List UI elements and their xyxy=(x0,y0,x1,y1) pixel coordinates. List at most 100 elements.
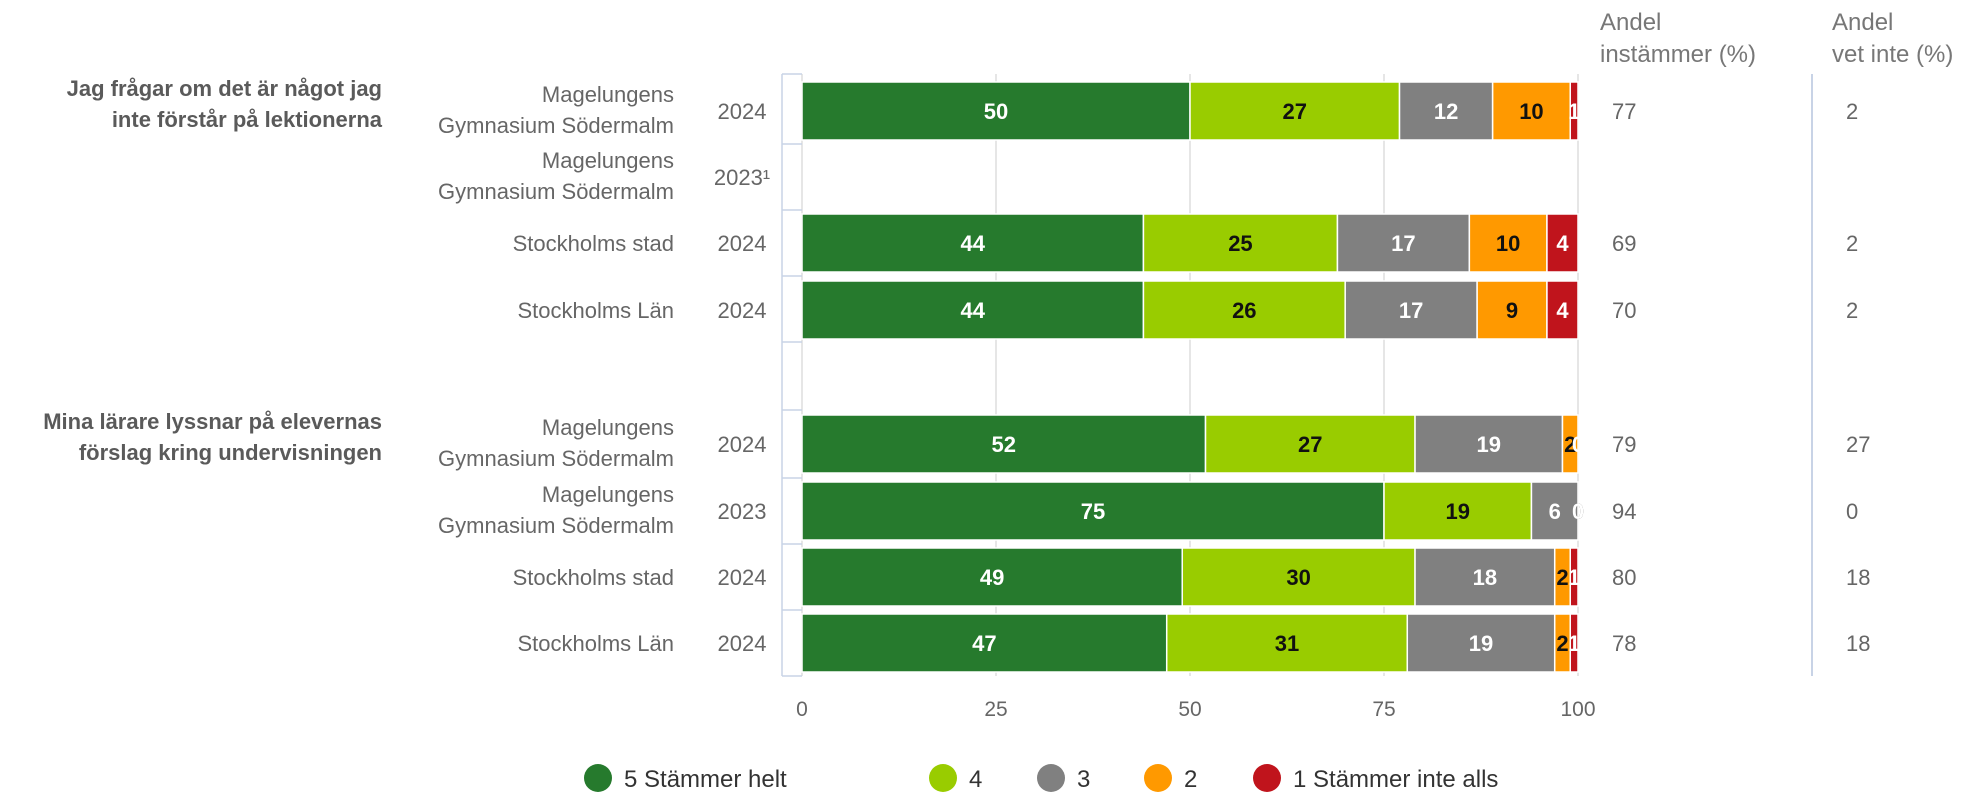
bar-segment xyxy=(801,414,1207,474)
data-label: 52 xyxy=(992,432,1016,457)
bar-segment xyxy=(1546,280,1579,340)
bar-segment xyxy=(1569,547,1579,607)
legend-item[interactable]: 1 Stämmer inte alls xyxy=(1253,764,1498,792)
legend-item[interactable]: 5 Stämmer helt xyxy=(584,764,787,792)
bar-segment xyxy=(801,613,1168,673)
legend-item[interactable]: 4 xyxy=(929,764,982,792)
data-label: 4 xyxy=(1556,231,1569,256)
entity-label: Stockholms stad xyxy=(513,565,674,590)
agree-header-line1: Andel xyxy=(1600,9,1661,36)
x-tick-label: 50 xyxy=(1178,698,1201,721)
question-label: inte förstår på lektionerna xyxy=(112,107,383,132)
data-label: 1 xyxy=(1568,99,1580,124)
bar-segment xyxy=(1398,81,1494,141)
legend[interactable]: 5 Stämmer helt 4 3 2 1 Stämmer inte alls xyxy=(584,764,1498,792)
data-label: 26 xyxy=(1232,298,1256,323)
unknown-header-line1: Andel xyxy=(1832,9,1893,36)
data-label: 44 xyxy=(960,298,985,323)
legend-swatch xyxy=(584,764,612,792)
data-label: 6 xyxy=(1549,499,1561,524)
data-label: 2 xyxy=(1556,565,1568,590)
agree-value: 69 xyxy=(1612,231,1636,256)
legend-item[interactable]: 2 xyxy=(1144,764,1197,792)
data-label: 49 xyxy=(980,565,1004,590)
entity-label: Magelungens xyxy=(542,415,674,440)
bar-segment xyxy=(1383,481,1533,541)
bar-segment xyxy=(1546,213,1579,273)
bar-segment xyxy=(801,547,1183,607)
legend-label: 2 xyxy=(1184,766,1197,792)
bar-segment xyxy=(1142,213,1339,273)
year-label: 2024 xyxy=(718,298,767,323)
data-label: 50 xyxy=(984,99,1008,124)
entity-label: Magelungens xyxy=(542,82,674,107)
data-label: 10 xyxy=(1496,231,1520,256)
bar-segment xyxy=(1530,481,1579,541)
legend-label: 5 Stämmer helt xyxy=(624,766,787,792)
unknown-value: 18 xyxy=(1846,565,1870,590)
agree-value: 80 xyxy=(1612,565,1636,590)
bar-segment xyxy=(1569,81,1579,141)
data-label: 17 xyxy=(1399,298,1423,323)
bar-segment xyxy=(1406,613,1556,673)
legend-swatch xyxy=(929,764,957,792)
entity-label: Magelungens xyxy=(542,482,674,507)
entity-label: Gymnasium Södermalm xyxy=(438,446,674,471)
entity-label: Gymnasium Södermalm xyxy=(438,113,674,138)
bar-segment xyxy=(801,81,1191,141)
x-tick-label: 25 xyxy=(984,698,1007,721)
agree-value: 77 xyxy=(1612,99,1636,124)
data-label: 25 xyxy=(1228,231,1252,256)
chart-rows: Jag frågar om det är något jag inte först… xyxy=(43,76,1870,673)
data-label: 30 xyxy=(1286,565,1310,590)
legend-swatch xyxy=(1253,764,1281,792)
bar-segment xyxy=(1414,414,1564,474)
year-label: 2023 xyxy=(718,499,767,524)
unknown-value: 0 xyxy=(1846,499,1858,524)
data-label: 27 xyxy=(1298,432,1322,457)
bar-segment xyxy=(1468,213,1548,273)
data-label: 17 xyxy=(1391,231,1415,256)
bar-segment xyxy=(1414,547,1556,607)
year-label: 2023¹ xyxy=(714,165,770,190)
question-label: förslag kring undervisningen xyxy=(79,440,382,465)
year-label: 2024 xyxy=(718,565,767,590)
unknown-value: 2 xyxy=(1846,231,1858,256)
year-label: 2024 xyxy=(718,99,767,124)
data-label: 19 xyxy=(1445,499,1469,524)
grid xyxy=(781,73,1813,677)
data-label: 44 xyxy=(960,231,985,256)
entity-label: Stockholms Län xyxy=(517,631,674,656)
agree-value: 78 xyxy=(1612,631,1636,656)
x-tick-label: 100 xyxy=(1560,698,1595,721)
bar-segment xyxy=(801,280,1145,340)
data-label: 18 xyxy=(1473,565,1497,590)
entity-label: Magelungens xyxy=(542,148,674,173)
unknown-value: 2 xyxy=(1846,298,1858,323)
data-label: 2 xyxy=(1556,631,1568,656)
year-label: 2024 xyxy=(718,432,767,457)
bar-segment xyxy=(801,213,1145,273)
data-label: 19 xyxy=(1469,631,1493,656)
entity-label: Gymnasium Södermalm xyxy=(438,513,674,538)
data-label: 2 xyxy=(1564,432,1576,457)
legend-label: 3 xyxy=(1077,766,1090,792)
entity-label: Stockholms Län xyxy=(517,298,674,323)
column-headers: Andel instämmer (%) Andel vet inte (%) xyxy=(1600,9,1953,68)
legend-label: 4 xyxy=(969,766,982,792)
data-label: 12 xyxy=(1434,99,1458,124)
bar-segment xyxy=(1189,81,1401,141)
unknown-value: 2 xyxy=(1846,99,1858,124)
x-tick-label: 75 xyxy=(1372,698,1395,721)
bar-segment xyxy=(1165,613,1409,673)
data-label: 9 xyxy=(1506,298,1518,323)
bar-segment xyxy=(1142,280,1346,340)
data-label: 10 xyxy=(1519,99,1543,124)
bar-segment xyxy=(1569,613,1579,673)
data-label: 75 xyxy=(1081,499,1105,524)
data-label: 19 xyxy=(1477,432,1501,457)
data-label: 31 xyxy=(1275,631,1299,656)
legend-swatch xyxy=(1144,764,1172,792)
bar-segment xyxy=(1561,414,1579,474)
legend-item[interactable]: 3 xyxy=(1037,764,1090,792)
